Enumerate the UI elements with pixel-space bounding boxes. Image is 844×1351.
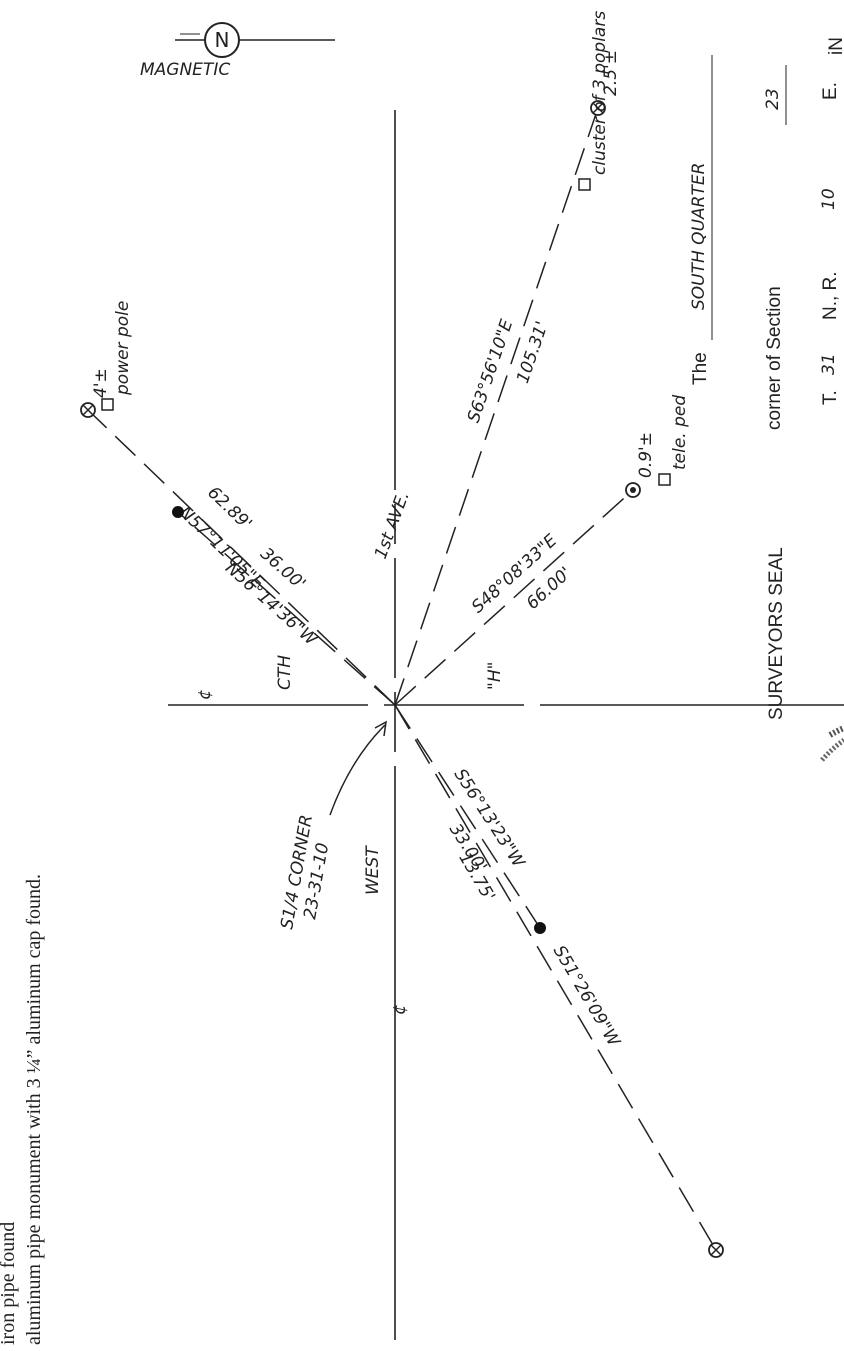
- compass-north: N: [215, 28, 230, 52]
- tie-line: [394, 489, 634, 706]
- centerline-symbol: ¢: [390, 1004, 410, 1015]
- ties: N57°11'05"E62.89'4'± power pole S63°56'10"…: [80, 11, 724, 1258]
- object-label: tele. ped: [670, 395, 690, 470]
- monument-cross: [710, 1244, 722, 1256]
- tie-label: S63°56'10"E: [464, 317, 518, 425]
- tie-label: S51°26'09"W: [549, 942, 624, 1051]
- tie-line: [394, 704, 717, 1251]
- street-name: WEST: [363, 845, 383, 895]
- monument-cross: [592, 102, 604, 114]
- offset-label: 2.5'±: [601, 50, 621, 96]
- iron-pipe: [534, 922, 546, 934]
- compass: N MAGNETIC: [140, 22, 335, 80]
- corner-text: iN: [826, 37, 844, 55]
- arrow: [329, 724, 386, 816]
- object-symbol: [658, 473, 671, 486]
- tie-label: S48°08'33"E: [468, 530, 561, 617]
- cert-field: SOUTH QUARTER: [689, 163, 709, 310]
- object-symbol: [101, 398, 114, 411]
- object-label: cluster of 3 poplars: [590, 11, 610, 175]
- offset-label: 0.9'±: [636, 432, 656, 478]
- object-symbol: [578, 178, 591, 191]
- street-name: 1st AVE.: [371, 489, 414, 562]
- tie-label: 13.75': [454, 849, 498, 905]
- offset-label: 4'±: [91, 368, 111, 398]
- tie-line: [394, 107, 599, 706]
- cert-text: corner of Section: [764, 286, 785, 430]
- cert-text: N., R.: [820, 271, 841, 320]
- note: aluminum pipe monument with 3 ¼” aluminu…: [23, 874, 45, 1345]
- iron-pipe: [172, 506, 184, 518]
- tie-line: [87, 409, 396, 706]
- cert-field: 23: [763, 88, 783, 110]
- cert-text: The: [690, 352, 711, 385]
- seal: [828, 725, 844, 738]
- centerline-symbol: ¢: [195, 689, 215, 700]
- monument-cross: [82, 404, 94, 416]
- cert-field: 31: [819, 353, 839, 375]
- arrow-head: [374, 720, 387, 737]
- object-label: power pole: [113, 301, 133, 396]
- compass-label: MAGNETIC: [140, 60, 230, 80]
- tie-label: 105.31': [513, 319, 553, 386]
- street-name: "H": [485, 662, 505, 690]
- tie-line: [177, 511, 396, 706]
- street-name: CTH: [275, 655, 295, 690]
- seal: [820, 737, 844, 762]
- cert-text: T.: [820, 390, 841, 405]
- cert-field: 10: [819, 188, 839, 210]
- note: iron pipe found: [0, 1222, 19, 1345]
- monument-center: [630, 487, 636, 493]
- cert-text: E.: [820, 82, 841, 100]
- tie-line: [394, 704, 541, 929]
- seal-label: SURVEYORS SEAL: [766, 547, 787, 720]
